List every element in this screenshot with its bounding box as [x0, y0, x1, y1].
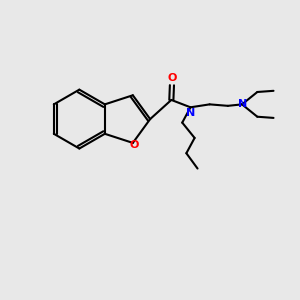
- Text: N: N: [186, 108, 196, 118]
- Text: O: O: [130, 140, 139, 150]
- Text: N: N: [238, 99, 247, 109]
- Text: O: O: [167, 73, 177, 83]
